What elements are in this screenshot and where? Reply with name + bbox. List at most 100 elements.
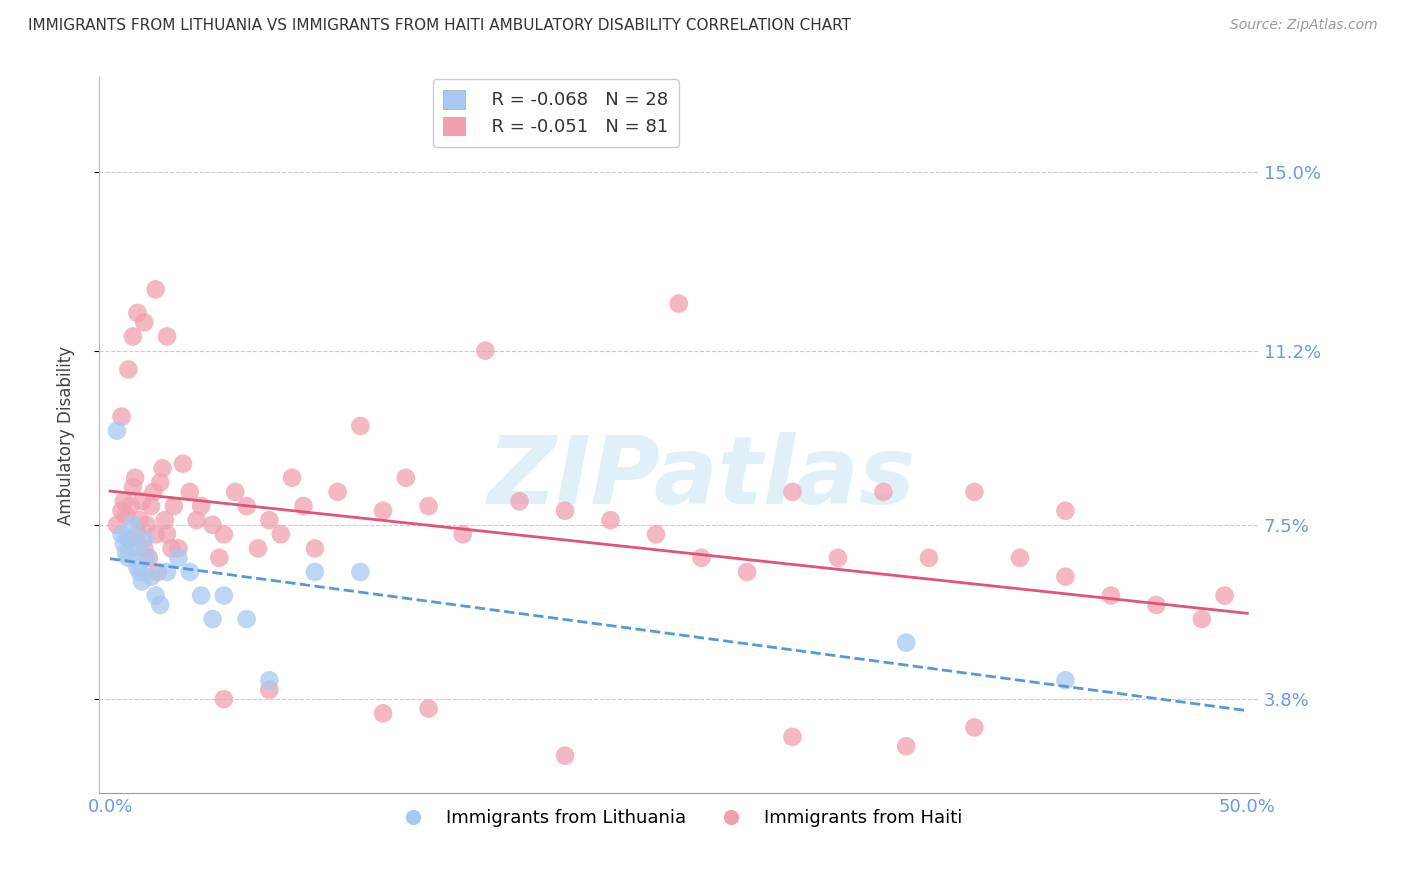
Point — [117, 362, 139, 376]
Point — [110, 504, 132, 518]
Point — [105, 517, 128, 532]
Point — [259, 682, 281, 697]
Point — [292, 499, 315, 513]
Point — [782, 730, 804, 744]
Point — [371, 504, 394, 518]
Point — [645, 527, 668, 541]
Point — [1191, 612, 1213, 626]
Point — [156, 565, 179, 579]
Point — [152, 461, 174, 475]
Point — [127, 306, 149, 320]
Point — [135, 550, 157, 565]
Point — [270, 527, 292, 541]
Point — [896, 739, 918, 754]
Point — [149, 598, 172, 612]
Point — [190, 589, 212, 603]
Point — [208, 550, 231, 565]
Point — [201, 517, 224, 532]
Point — [371, 706, 394, 721]
Point — [235, 612, 257, 626]
Text: IMMIGRANTS FROM LITHUANIA VS IMMIGRANTS FROM HAITI AMBULATORY DISABILITY CORRELA: IMMIGRANTS FROM LITHUANIA VS IMMIGRANTS … — [28, 18, 851, 33]
Point — [186, 513, 208, 527]
Point — [281, 471, 304, 485]
Point — [599, 513, 621, 527]
Point — [145, 282, 167, 296]
Point — [963, 720, 986, 734]
Point — [128, 513, 150, 527]
Point — [172, 457, 194, 471]
Y-axis label: Ambulatory Disability: Ambulatory Disability — [58, 346, 75, 525]
Point — [134, 315, 156, 329]
Text: ZIPatlas: ZIPatlas — [488, 433, 917, 524]
Point — [139, 570, 162, 584]
Point — [735, 565, 758, 579]
Point — [110, 527, 132, 541]
Point — [212, 527, 235, 541]
Point — [117, 550, 139, 565]
Point — [451, 527, 474, 541]
Point — [668, 296, 690, 310]
Point — [127, 560, 149, 574]
Point — [115, 546, 138, 560]
Point — [418, 701, 440, 715]
Point — [115, 508, 138, 523]
Point — [131, 574, 153, 589]
Point — [122, 480, 145, 494]
Point — [224, 484, 246, 499]
Point — [142, 484, 165, 499]
Text: Source: ZipAtlas.com: Source: ZipAtlas.com — [1230, 18, 1378, 32]
Point — [163, 499, 186, 513]
Point — [105, 424, 128, 438]
Point — [349, 419, 371, 434]
Point — [246, 541, 269, 556]
Point — [259, 673, 281, 688]
Point — [782, 484, 804, 499]
Point — [304, 565, 326, 579]
Legend: Immigrants from Lithuania, Immigrants from Haiti: Immigrants from Lithuania, Immigrants fr… — [388, 802, 969, 834]
Point — [1054, 504, 1077, 518]
Point — [896, 635, 918, 649]
Point — [190, 499, 212, 513]
Point — [122, 517, 145, 532]
Point — [135, 517, 157, 532]
Point — [146, 565, 169, 579]
Point — [128, 565, 150, 579]
Point — [112, 537, 135, 551]
Point — [124, 471, 146, 485]
Point — [120, 532, 142, 546]
Point — [1054, 570, 1077, 584]
Point — [134, 532, 156, 546]
Point — [259, 513, 281, 527]
Point — [349, 565, 371, 579]
Point — [127, 527, 149, 541]
Point — [117, 532, 139, 546]
Point — [212, 692, 235, 706]
Point — [149, 475, 172, 490]
Point — [1144, 598, 1167, 612]
Point — [124, 541, 146, 556]
Point — [395, 471, 418, 485]
Point — [872, 484, 894, 499]
Point — [112, 494, 135, 508]
Point — [120, 499, 142, 513]
Point — [167, 550, 190, 565]
Point — [918, 550, 941, 565]
Point — [138, 550, 160, 565]
Point — [554, 504, 576, 518]
Point — [139, 499, 162, 513]
Point — [326, 484, 349, 499]
Point — [418, 499, 440, 513]
Point — [304, 541, 326, 556]
Point — [122, 329, 145, 343]
Point — [827, 550, 849, 565]
Point — [1008, 550, 1031, 565]
Point — [509, 494, 531, 508]
Point — [690, 550, 713, 565]
Point — [160, 541, 183, 556]
Point — [201, 612, 224, 626]
Point — [212, 589, 235, 603]
Point — [554, 748, 576, 763]
Point — [179, 565, 201, 579]
Point — [235, 499, 257, 513]
Point — [153, 513, 176, 527]
